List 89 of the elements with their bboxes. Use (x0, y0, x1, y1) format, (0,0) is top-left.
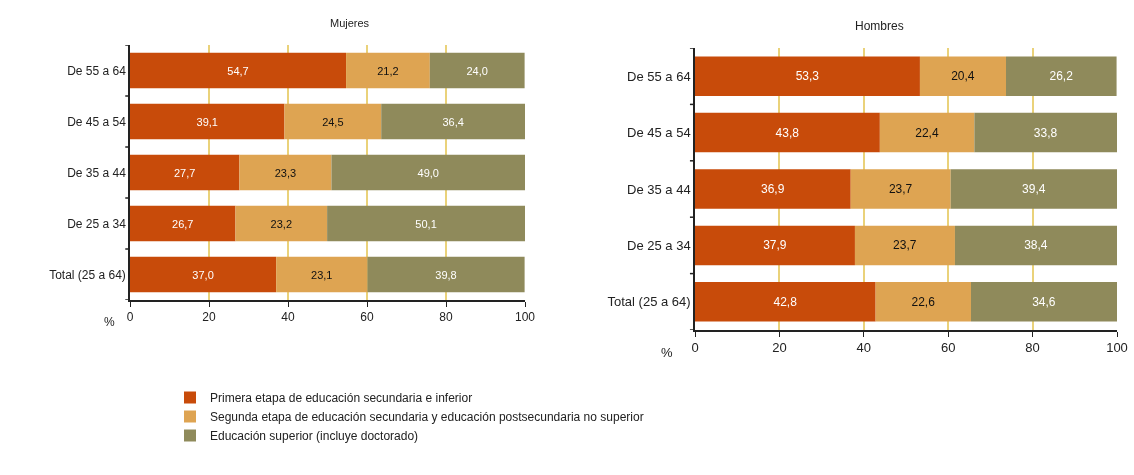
data-label: 23,7 (893, 238, 917, 253)
bar (970, 282, 1117, 322)
y-tick-label: De 35 a 44 (67, 165, 127, 180)
bar (130, 205, 236, 242)
data-label: 37,9 (763, 238, 787, 253)
x-tick-label: 0 (691, 340, 699, 356)
bar (346, 52, 430, 89)
y-tick-label: De 45 a 54 (67, 114, 127, 129)
data-label: 36,9 (761, 182, 785, 196)
y-tick-label: De 25 a 34 (627, 237, 691, 253)
x-tick-label: 20 (772, 340, 787, 356)
bar (850, 169, 951, 209)
bar (130, 256, 277, 293)
bar (130, 103, 285, 140)
bar (130, 52, 347, 89)
data-label: 26,7 (172, 217, 194, 230)
data-label: 33,8 (1033, 125, 1058, 140)
data-label: 37,0 (192, 268, 214, 281)
data-label: 23,3 (274, 166, 297, 179)
data-label: 24,0 (466, 64, 488, 77)
data-label: 22,6 (911, 294, 936, 309)
bar (974, 112, 1117, 153)
bar (381, 103, 525, 140)
bar (327, 205, 525, 242)
data-label: 39,8 (435, 268, 457, 281)
bar (919, 56, 1007, 96)
bar (695, 56, 920, 96)
bar (954, 225, 1117, 266)
bar (130, 154, 240, 191)
x-tick-label: 20 (202, 310, 216, 325)
y-tick-label: De 55 a 64 (627, 68, 691, 84)
data-label: 49,0 (417, 166, 439, 179)
bar (1006, 56, 1117, 96)
x-tick-label: 100 (514, 310, 536, 325)
data-label: 20,4 (951, 69, 975, 84)
y-tick-label: De 35 a 44 (627, 181, 691, 197)
legend-label: Primera etapa de educación secundaria e inferior (210, 391, 473, 406)
y-tick-label: Total (25 a 64) (49, 267, 126, 282)
x-axis-title: % (104, 315, 115, 329)
y-tick-label: De 25 a 34 (67, 216, 127, 231)
data-label: 36,4 (442, 115, 464, 128)
data-label: 22,4 (915, 125, 939, 140)
bar (879, 112, 975, 153)
bar (695, 112, 880, 153)
data-label: 39,4 (1022, 182, 1046, 196)
data-label: 54,7 (227, 64, 249, 77)
data-label: 38,4 (1024, 238, 1048, 253)
x-tick-label: 80 (1025, 340, 1040, 356)
x-axis-title: % (661, 345, 673, 360)
bar (235, 205, 328, 242)
data-label: 39,1 (196, 115, 218, 128)
data-label: 53,3 (795, 69, 820, 84)
chart-title: Hombres (855, 19, 904, 33)
bar (331, 154, 525, 191)
y-tick-label: Total (25 a 64) (607, 294, 691, 310)
chart-title: Mujeres (330, 17, 370, 29)
bar (695, 225, 855, 266)
data-label: 23,7 (888, 182, 913, 196)
bar (276, 256, 368, 293)
y-tick-label: De 55 a 64 (67, 63, 127, 78)
data-label: 23,1 (311, 268, 333, 281)
data-label: 50,1 (415, 217, 437, 230)
legend-label: Educación superior (incluye doctorado) (210, 429, 419, 444)
data-label: 42,8 (773, 294, 798, 309)
data-label: 21,2 (377, 64, 399, 77)
bar (695, 169, 851, 209)
data-label: 24,5 (322, 115, 344, 128)
bar (367, 256, 525, 293)
x-tick-label: 60 (360, 310, 374, 325)
x-tick-label: 80 (439, 310, 453, 325)
x-tick-label: 100 (1106, 340, 1128, 356)
data-label: 26,2 (1049, 69, 1074, 84)
bar (239, 154, 332, 191)
bar (950, 169, 1117, 209)
x-tick-label: 40 (856, 340, 872, 356)
y-tick-label: De 45 a 54 (627, 125, 691, 141)
data-label: 34,6 (1032, 294, 1056, 309)
data-label: 43,8 (775, 125, 800, 140)
bar (695, 282, 876, 322)
x-tick-label: 60 (940, 340, 956, 356)
bar (854, 225, 955, 266)
legend-label: Segunda etapa de educación secundaria y educación postsecundaria no superior (210, 410, 644, 425)
x-tick-label: 0 (126, 310, 134, 325)
x-tick-label: 40 (281, 310, 295, 325)
data-label: 23,2 (270, 217, 292, 230)
bar (875, 282, 971, 322)
bar (429, 52, 525, 89)
data-label: 27,7 (174, 166, 196, 179)
bar (284, 103, 382, 140)
